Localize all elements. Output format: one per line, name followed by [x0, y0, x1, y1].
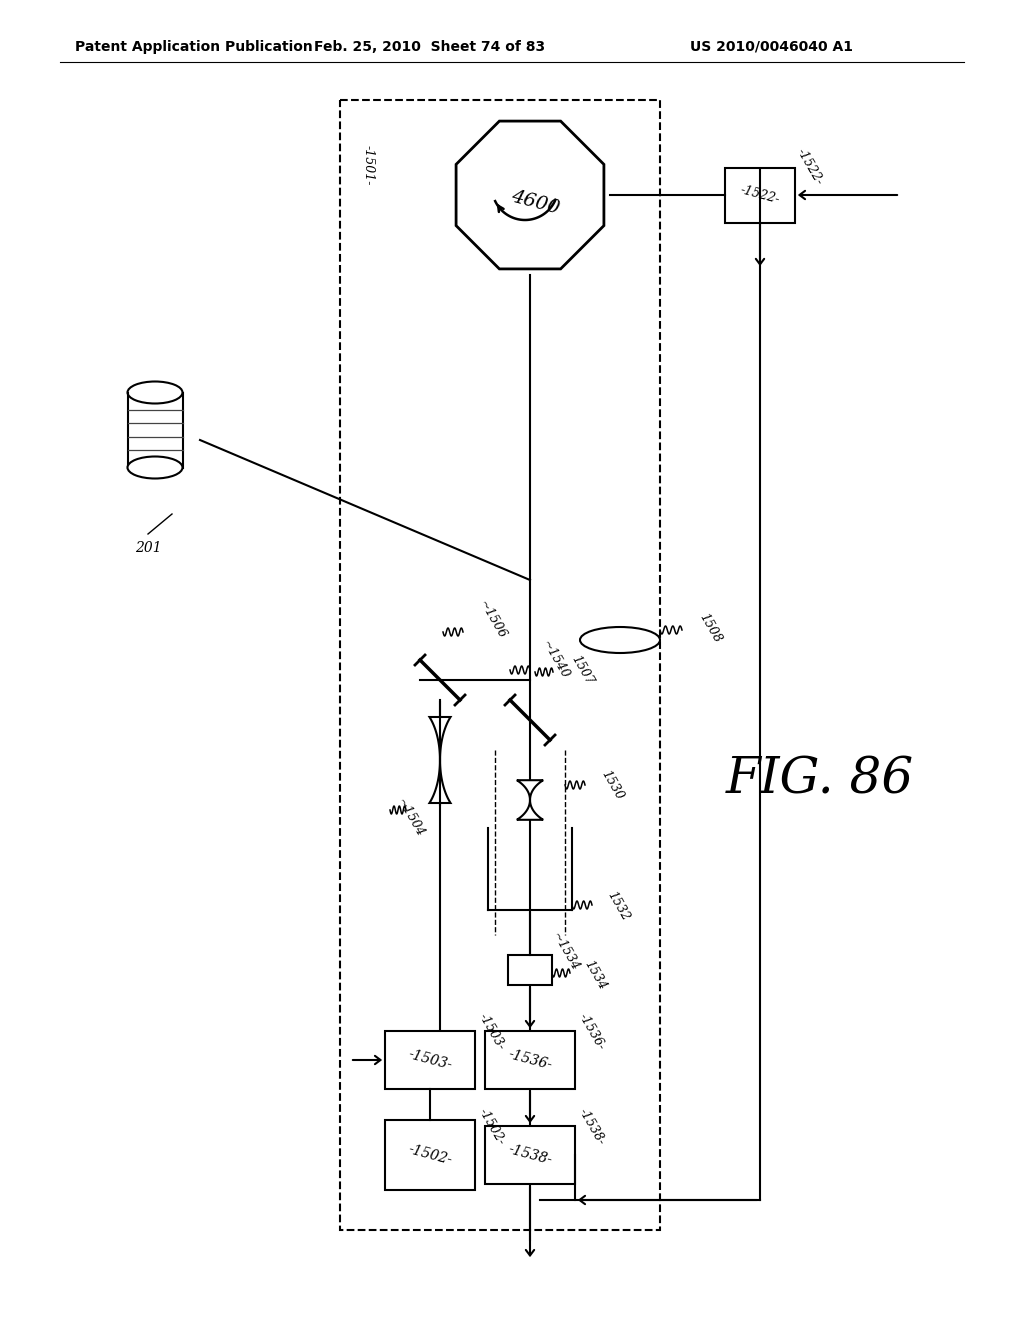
Text: -1522-: -1522- — [738, 183, 781, 206]
Bar — [725, 168, 795, 223]
Text: 1532: 1532 — [604, 888, 632, 923]
Ellipse shape — [128, 457, 182, 479]
Text: -1501-: -1501- — [361, 145, 375, 185]
Text: 201: 201 — [135, 541, 162, 554]
Text: -1536-: -1536- — [577, 1011, 608, 1053]
Text: ~1540: ~1540 — [539, 639, 571, 681]
Text: 1534: 1534 — [582, 958, 608, 993]
Text: -1538-: -1538- — [577, 1106, 608, 1148]
Bar — [508, 954, 552, 985]
Text: FIG. 86: FIG. 86 — [726, 755, 914, 805]
Text: -1538-: -1538- — [507, 1142, 554, 1168]
Text: -1502-: -1502- — [476, 1106, 508, 1148]
Ellipse shape — [128, 381, 182, 404]
Text: 1508: 1508 — [696, 611, 724, 645]
Polygon shape — [429, 717, 451, 803]
Text: -1502-: -1502- — [407, 1142, 454, 1168]
Ellipse shape — [580, 627, 660, 653]
Text: -1522-: -1522- — [795, 147, 825, 187]
Text: 1530: 1530 — [598, 768, 626, 803]
Text: Feb. 25, 2010  Sheet 74 of 83: Feb. 25, 2010 Sheet 74 of 83 — [314, 40, 546, 54]
Bar — [385, 1119, 475, 1191]
Text: 1507: 1507 — [568, 653, 596, 688]
Bar — [485, 1126, 575, 1184]
Text: -1503-: -1503- — [476, 1011, 508, 1053]
Polygon shape — [517, 780, 543, 820]
Text: -1536-: -1536- — [507, 1047, 554, 1073]
Text: US 2010/0046040 A1: US 2010/0046040 A1 — [690, 40, 853, 54]
Text: 4600: 4600 — [509, 187, 561, 218]
Polygon shape — [456, 121, 604, 269]
Bar — [485, 1031, 575, 1089]
Text: ~1504: ~1504 — [394, 796, 426, 840]
Text: Patent Application Publication: Patent Application Publication — [75, 40, 312, 54]
Text: ~1534: ~1534 — [549, 931, 582, 974]
Bar — [385, 1031, 475, 1089]
Bar — [340, 100, 660, 1230]
Text: -1503-: -1503- — [407, 1047, 454, 1073]
Text: ~1506: ~1506 — [476, 598, 508, 642]
